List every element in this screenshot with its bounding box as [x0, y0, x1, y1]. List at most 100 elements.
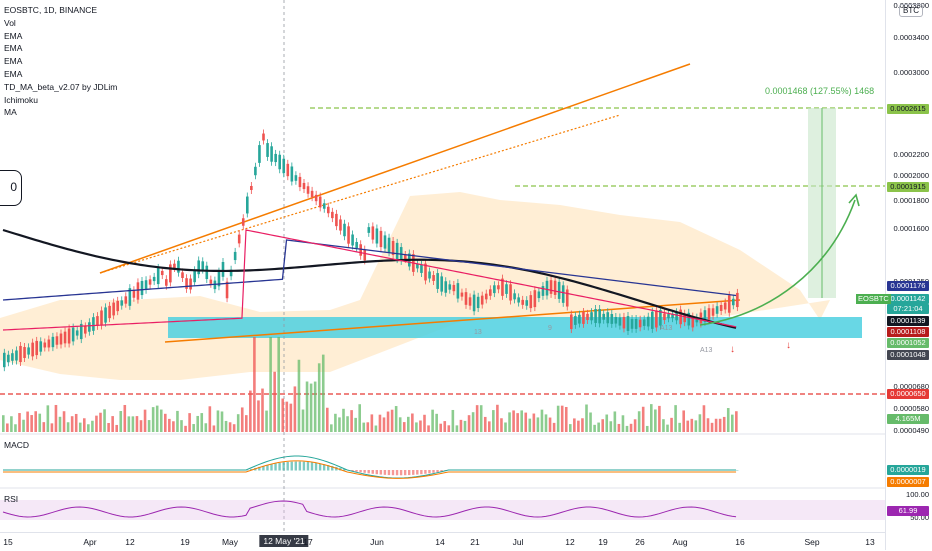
candle-body: [383, 235, 387, 249]
volume-bar: [107, 423, 110, 432]
volume-bar: [589, 412, 592, 432]
volume-bar: [573, 418, 576, 432]
volume-bar: [670, 417, 673, 432]
volume-bar: [613, 411, 617, 432]
volume-bar: [62, 411, 66, 432]
projection-arrow-head: [848, 193, 860, 207]
macd-histogram-bar: [302, 461, 306, 471]
macd-histogram-bar: [294, 461, 297, 471]
legend-indicator-ichimoku[interactable]: Ichimoku: [4, 94, 39, 105]
trend-line-lower: [164, 299, 741, 343]
candle-body: [327, 206, 330, 214]
legend-indicator-ema-3[interactable]: EMA: [4, 56, 23, 67]
macd-histogram-bar: [351, 470, 354, 472]
trend-line-upper: [99, 63, 691, 274]
volume-bar: [83, 418, 86, 432]
candle-body: [63, 331, 67, 344]
volume-bar: [66, 422, 70, 432]
chart-label: A13: [700, 347, 713, 354]
volume-bar: [463, 420, 467, 432]
crosshair-date-tick: 12 May '21: [259, 535, 309, 547]
volume-bar: [609, 421, 613, 432]
candle-body: [521, 299, 524, 305]
volume-bar: [520, 410, 523, 432]
macd-signal-line: [3, 460, 737, 479]
candle-body: [659, 309, 662, 326]
macd-panel-label[interactable]: MACD: [4, 440, 30, 450]
candle-body: [371, 226, 375, 240]
date-axis[interactable]: 15 Apr 12 19 May 12 May '21 17 Jun 14 21…: [0, 532, 885, 551]
candle-body: [84, 326, 87, 334]
macd-histogram-bar: [383, 470, 387, 475]
volume-bar: [564, 406, 568, 432]
price-tick: 0.0002200: [893, 150, 929, 159]
volume-bar: [690, 418, 694, 432]
date-tick: 26: [635, 537, 645, 547]
currency-badge[interactable]: BTC: [899, 4, 923, 17]
date-tick: Jul: [512, 537, 524, 547]
volume-bar: [524, 412, 528, 432]
macd-histogram-bar: [395, 470, 399, 476]
candle-body: [266, 143, 269, 157]
volume-bar: [625, 425, 629, 432]
price-tag-last-price: 0.0001142: [887, 294, 929, 304]
legend-indicator-td-ma[interactable]: TD_MA_beta_v2.07 by JDLim: [4, 81, 118, 92]
candle-body: [391, 240, 395, 256]
volume-bar: [706, 418, 710, 432]
macd-histogram-bar: [424, 470, 427, 474]
price-axis[interactable]: 0.0003800 0.0003400 0.0003000 0.0002200 …: [885, 0, 932, 550]
volume-bar: [265, 410, 268, 432]
volume-bar: [74, 413, 78, 432]
chart-label: 9: [548, 325, 552, 332]
legend-indicator-ema-1[interactable]: EMA: [4, 30, 23, 41]
price-tag-target-mid: 0.0001915: [887, 182, 929, 192]
candle-body: [132, 290, 136, 298]
price-tick: 0.0001800: [893, 196, 929, 205]
volume-bar: [10, 416, 13, 432]
volume-bar: [2, 415, 5, 432]
macd-histogram-bar: [322, 464, 326, 471]
ema-slow-line: [2, 239, 737, 301]
date-tick: 21: [470, 537, 480, 547]
legend-indicator-vol[interactable]: Vol: [4, 17, 16, 28]
candle-body: [201, 261, 205, 270]
candle-body: [225, 281, 229, 299]
volume-bar: [204, 423, 208, 432]
volume-bar: [722, 416, 726, 432]
rsi-tag: 61.99: [887, 506, 929, 516]
legend-symbol[interactable]: EOSBTC, 1D, BINANCE: [4, 5, 98, 15]
volume-bar: [556, 405, 560, 432]
volume-bar: [512, 410, 515, 432]
rsi-tick: 100.00: [906, 490, 929, 499]
rsi-panel-label[interactable]: RSI: [4, 494, 19, 504]
candle-body: [646, 316, 650, 327]
volume-bar: [552, 422, 556, 432]
volume-bar: [119, 411, 123, 432]
legend-indicator-ema-2[interactable]: EMA: [4, 43, 23, 54]
candle-body: [306, 186, 310, 194]
candle-body: [598, 309, 601, 324]
candle-body: [549, 280, 553, 294]
candle-body: [626, 316, 630, 331]
volume-bar: [735, 411, 738, 432]
volume-bar: [99, 412, 102, 432]
price-tick: 0.0000580: [893, 404, 929, 413]
candle-body: [363, 249, 367, 261]
candle-body: [217, 271, 221, 287]
volume-bar: [346, 416, 349, 432]
volume-bar: [172, 421, 175, 432]
macd-histogram-bar: [403, 470, 407, 476]
volume-bar: [289, 403, 293, 432]
legend-indicator-ma[interactable]: MA: [4, 107, 17, 118]
candle-body: [715, 306, 719, 314]
candle-body: [570, 314, 573, 330]
volume-bar: [710, 422, 714, 432]
candle-body: [667, 314, 670, 319]
price-tick: 0.0003400: [893, 33, 929, 42]
candle-body: [610, 314, 614, 324]
candle-body: [221, 262, 225, 277]
date-tick: May: [221, 537, 239, 547]
volume-bar: [650, 404, 653, 432]
legend-indicator-ema-4[interactable]: EMA: [4, 68, 23, 79]
